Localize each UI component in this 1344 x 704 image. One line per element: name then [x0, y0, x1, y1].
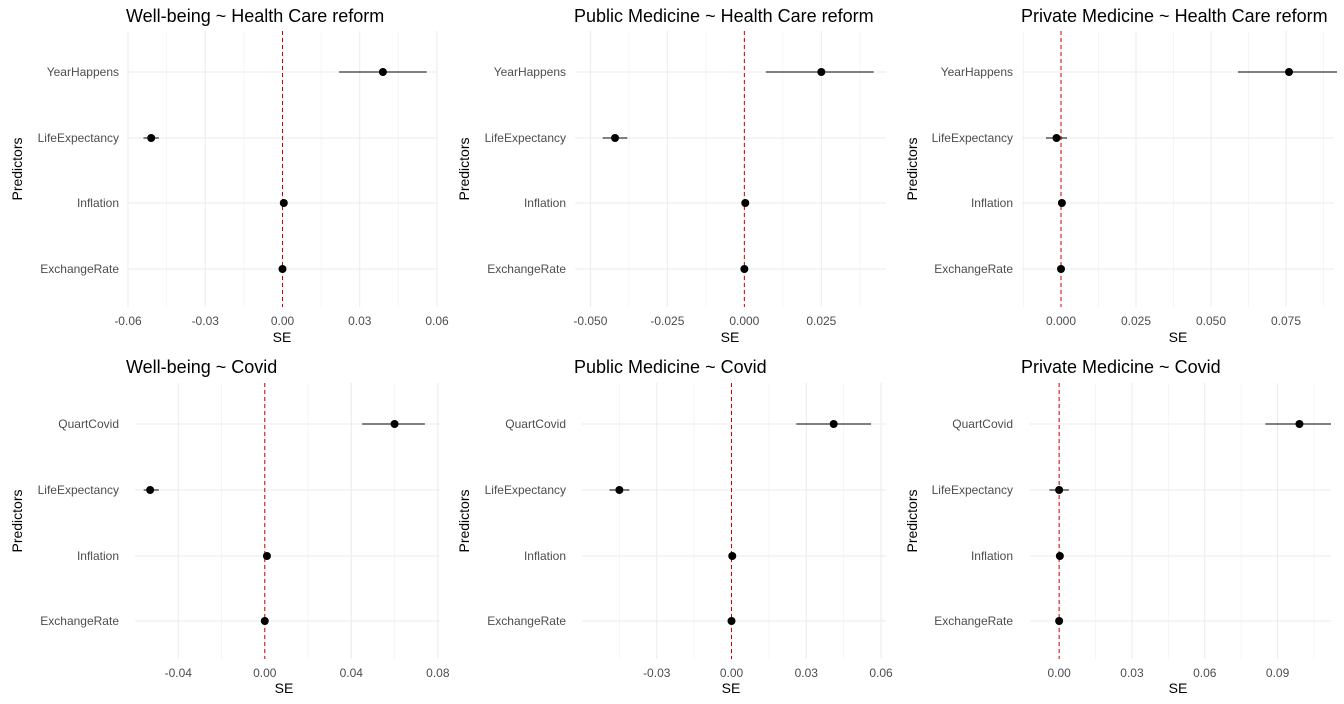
point-LifeExpectancy: [611, 134, 620, 142]
category-label: ExchangeRate: [934, 614, 1013, 628]
category-label: Inflation: [971, 549, 1013, 563]
point-YearHappens: [378, 68, 387, 76]
y-axis-label: Predictors: [904, 137, 920, 200]
point-Inflation: [262, 552, 271, 560]
x-axis-label: SE: [1169, 680, 1188, 696]
point-ExchangeRate: [727, 617, 736, 625]
category-label: LifeExpectancy: [485, 131, 566, 145]
y-axis-label: Predictors: [456, 489, 472, 552]
category-label: ExchangeRate: [40, 262, 119, 276]
point-LifeExpectancy: [147, 134, 156, 142]
x-tick-label: 0.000: [1046, 314, 1076, 328]
point-YearHappens: [1285, 68, 1293, 76]
panel-5: QuartCovid LifeExpectancy Inflation Exchang…: [456, 357, 893, 696]
x-tick-label: 0.03: [1120, 666, 1144, 680]
category-label: LifeExpectancy: [38, 483, 119, 497]
category-label: Inflation: [524, 549, 566, 563]
point-Inflation: [279, 199, 288, 207]
category-label: QuartCovid: [505, 417, 566, 431]
category-label: LifeExpectancy: [485, 483, 566, 497]
x-tick-label: 0.00: [271, 314, 295, 328]
point-Inflation: [1055, 552, 1064, 560]
point-QuartCovid: [390, 420, 399, 428]
point-QuartCovid: [1295, 420, 1304, 428]
panel-3: YearHappens LifeExpectancy Inflation Exchan…: [904, 6, 1337, 345]
point-ExchangeRate: [278, 265, 287, 273]
point-YearHappens: [817, 68, 826, 76]
category-label: ExchangeRate: [487, 262, 566, 276]
x-tick-label: -0.03: [192, 314, 220, 328]
y-axis-label: Predictors: [9, 137, 25, 200]
panel-6: QuartCovid LifeExpectancy Inflation Exchang…: [904, 357, 1331, 696]
x-tick-label: 0.075: [1271, 314, 1301, 328]
category-label: LifeExpectancy: [38, 131, 119, 145]
x-tick-label: 0.03: [348, 314, 372, 328]
y-axis-label: Predictors: [456, 137, 472, 200]
category-label: Inflation: [77, 549, 119, 563]
panel-title: Private Medicine ~ Health Care reform: [1021, 6, 1328, 26]
x-tick-label: -0.025: [650, 314, 684, 328]
panel-title: Well-being ~ Health Care reform: [126, 6, 384, 26]
panel-1: YearHappens LifeExpectancy Inflation Exchan…: [9, 6, 449, 345]
x-axis-label: SE: [1169, 329, 1188, 345]
y-axis-label: Predictors: [9, 489, 25, 552]
panel-title: Public Medicine ~ Health Care reform: [574, 6, 874, 26]
x-tick-label: 0.00: [720, 666, 744, 680]
category-label: YearHappens: [494, 65, 566, 79]
panel-4: QuartCovid LifeExpectancy Inflation Exchang…: [9, 357, 450, 696]
point-ExchangeRate: [1055, 617, 1064, 625]
x-tick-label: 0.06: [869, 666, 893, 680]
x-tick-label: -0.03: [643, 666, 671, 680]
point-ExchangeRate: [740, 265, 749, 273]
category-label: ExchangeRate: [934, 262, 1013, 276]
x-tick-label: -0.04: [165, 666, 193, 680]
category-label: ExchangeRate: [487, 614, 566, 628]
x-tick-label: -0.050: [573, 314, 607, 328]
x-tick-label: 0.04: [340, 666, 364, 680]
point-LifeExpectancy: [1055, 486, 1064, 494]
x-tick-label: 0.050: [1196, 314, 1226, 328]
x-axis-label: SE: [721, 329, 740, 345]
category-label: QuartCovid: [58, 417, 119, 431]
x-tick-label: 0.00: [1047, 666, 1071, 680]
x-tick-label: 0.08: [426, 666, 450, 680]
category-label: QuartCovid: [952, 417, 1013, 431]
point-Inflation: [728, 552, 737, 560]
category-label: Inflation: [524, 196, 566, 210]
x-tick-label: 0.06: [425, 314, 449, 328]
point-Inflation: [741, 199, 750, 207]
panel-title: Private Medicine ~ Covid: [1021, 357, 1221, 377]
x-tick-label: 0.000: [729, 314, 759, 328]
point-LifeExpectancy: [146, 486, 155, 494]
point-QuartCovid: [829, 420, 838, 428]
x-tick-label: 0.06: [1193, 666, 1217, 680]
x-tick-label: 0.025: [806, 314, 836, 328]
point-ExchangeRate: [1057, 265, 1065, 273]
x-tick-label: 0.09: [1266, 666, 1290, 680]
x-axis-label: SE: [273, 329, 292, 345]
point-ExchangeRate: [260, 617, 269, 625]
category-label: Inflation: [77, 196, 119, 210]
x-axis-label: SE: [722, 680, 741, 696]
x-tick-label: 0.025: [1121, 314, 1151, 328]
point-LifeExpectancy: [615, 486, 624, 494]
panel-title: Public Medicine ~ Covid: [574, 357, 767, 377]
y-axis-label: Predictors: [904, 489, 920, 552]
panel-2: YearHappens LifeExpectancy Inflation Exchan…: [456, 6, 886, 345]
x-axis-label: SE: [275, 680, 294, 696]
x-tick-label: 0.03: [795, 666, 819, 680]
x-tick-label: 0.00: [253, 666, 277, 680]
category-label: Inflation: [971, 196, 1013, 210]
category-label: YearHappens: [47, 65, 119, 79]
category-label: LifeExpectancy: [932, 483, 1013, 497]
point-Inflation: [1057, 199, 1066, 207]
category-label: YearHappens: [941, 65, 1013, 79]
point-LifeExpectancy: [1052, 134, 1061, 142]
x-tick-label: -0.06: [114, 314, 142, 328]
category-label: ExchangeRate: [40, 614, 119, 628]
category-label: LifeExpectancy: [932, 131, 1013, 145]
panel-title: Well-being ~ Covid: [126, 357, 277, 377]
